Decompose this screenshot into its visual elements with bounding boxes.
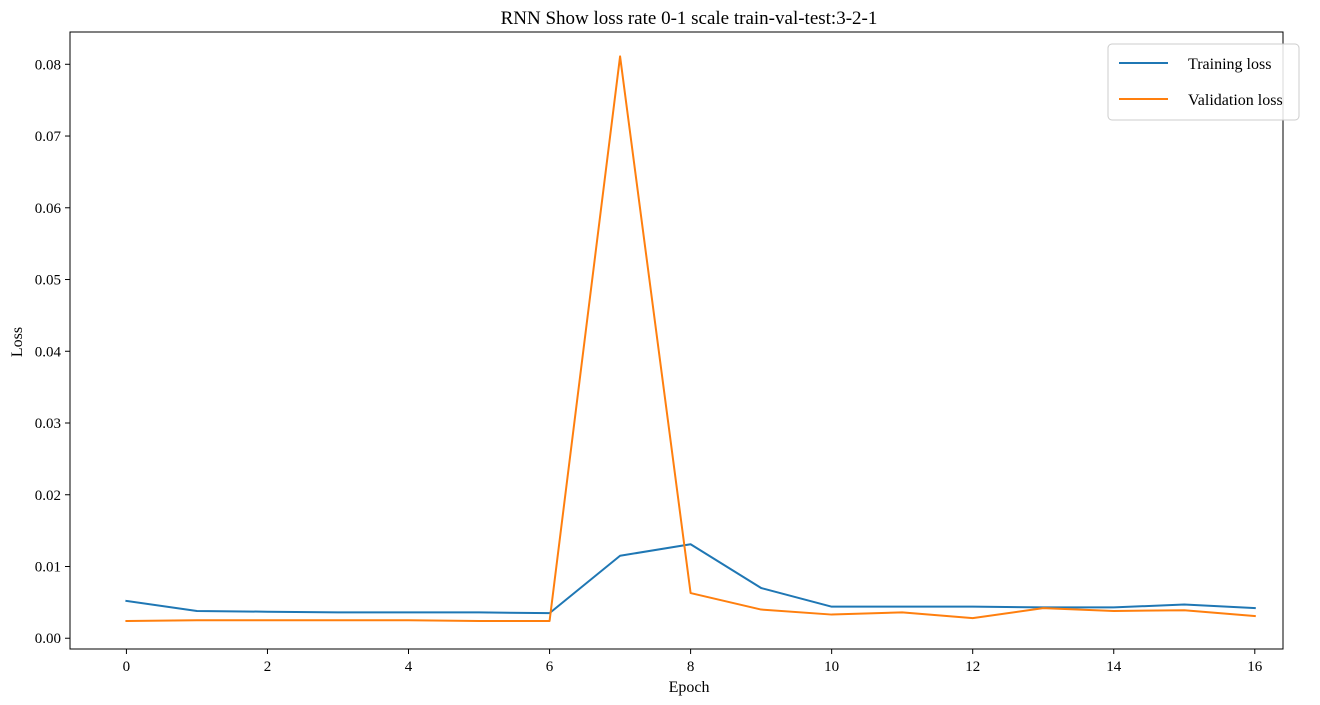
x-axis-label: Epoch xyxy=(669,679,710,696)
x-tick-label: 2 xyxy=(264,659,272,675)
x-tick-label: 4 xyxy=(405,659,413,675)
y-tick-label: 0.01 xyxy=(35,559,61,575)
y-tick-label: 0.05 xyxy=(35,273,61,289)
x-tick-label: 16 xyxy=(1247,659,1263,675)
x-tick-label: 12 xyxy=(965,659,980,675)
legend-label-0: Training loss xyxy=(1188,56,1271,73)
legend-label-1: Validation loss xyxy=(1188,92,1283,109)
plot-frame xyxy=(69,31,1284,650)
series-line-1 xyxy=(125,55,1256,623)
y-tick-label: 0.04 xyxy=(35,344,62,360)
x-tick-label: 0 xyxy=(123,659,131,675)
x-tick-label: 8 xyxy=(687,659,695,675)
series-line-0 xyxy=(125,543,1256,615)
legend: Training loss Validation loss xyxy=(1107,43,1300,121)
y-axis-label: Loss xyxy=(9,327,26,357)
chart-title: RNN Show loss rate 0-1 scale train-val-t… xyxy=(501,8,878,29)
x-tick-label: 6 xyxy=(546,659,554,675)
x-tick-label: 14 xyxy=(1106,659,1122,675)
y-tick-label: 0.06 xyxy=(35,201,62,217)
x-tick-label: 10 xyxy=(824,659,839,675)
y-tick-label: 0.02 xyxy=(35,488,61,504)
y-tick-label: 0.08 xyxy=(35,57,61,73)
axis-ticks: 0 2 4 6 8 10 12 14 16 0.00 0.01 0.02 0.03 0.04 0.05 0.0… xyxy=(35,57,1263,675)
plot-area xyxy=(125,55,1256,623)
y-tick-label: 0.07 xyxy=(35,129,62,145)
y-tick-label: 0.00 xyxy=(35,631,61,647)
y-tick-label: 0.03 xyxy=(35,416,61,432)
